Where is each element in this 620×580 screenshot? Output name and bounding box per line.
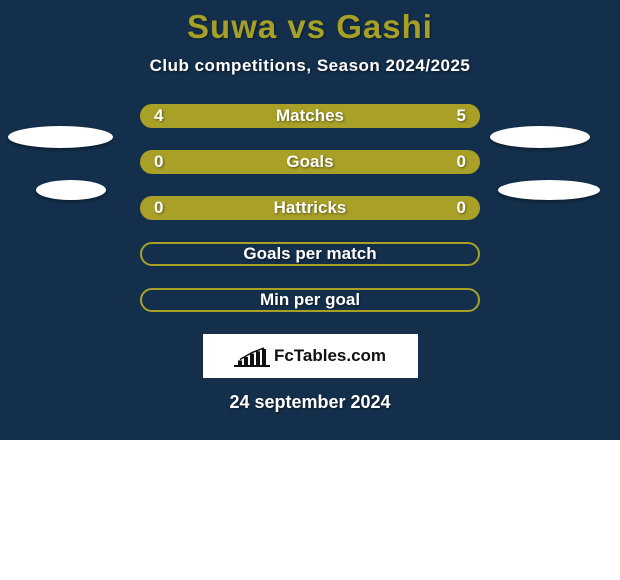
logo-inner: FcTables.com: [234, 345, 386, 367]
subtitle: Club competitions, Season 2024/2025: [0, 56, 620, 76]
stat-value-right: 0: [457, 198, 466, 218]
stat-label: Min per goal: [260, 290, 360, 310]
stat-row: 0 0 Hattricks: [140, 196, 480, 220]
decorative-ellipse: [8, 126, 113, 148]
decorative-ellipse: [490, 126, 590, 148]
stat-row: 4 5 Matches: [140, 104, 480, 128]
stat-rows: 4 5 Matches 0 0 Goals 0 0 Hattricks Goals per mat…: [140, 104, 480, 312]
stat-row: 0 0 Goals: [140, 150, 480, 174]
stat-value-left: 4: [154, 106, 163, 126]
stat-row: Min per goal: [140, 288, 480, 312]
decorative-ellipse: [36, 180, 106, 200]
stat-label: Goals per match: [243, 244, 376, 264]
stats-card: Suwa vs Gashi Club competitions, Season …: [0, 0, 620, 440]
stat-value-left: 0: [154, 198, 163, 218]
date-label: 24 september 2024: [0, 392, 620, 413]
decorative-ellipse: [498, 180, 600, 200]
stat-label: Hattricks: [274, 198, 347, 218]
logo-box: FcTables.com: [203, 334, 418, 378]
stat-value-left: 0: [154, 152, 163, 172]
logo-text: FcTables.com: [274, 346, 386, 366]
stat-value-right: 5: [457, 106, 466, 126]
stat-label: Matches: [276, 106, 344, 126]
stat-row: Goals per match: [140, 242, 480, 266]
stat-label: Goals: [286, 152, 333, 172]
page-title: Suwa vs Gashi: [0, 8, 620, 46]
stat-value-right: 0: [457, 152, 466, 172]
bar-chart-icon: [234, 345, 270, 367]
